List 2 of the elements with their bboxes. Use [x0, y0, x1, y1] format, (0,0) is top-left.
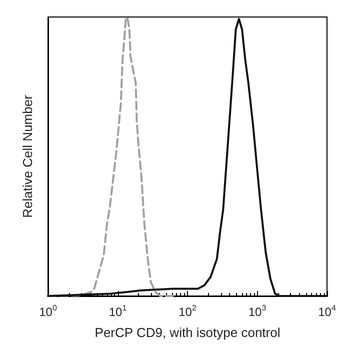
y-axis-title: Relative Cell Number	[20, 94, 35, 218]
x-axis-title: PerCP CD9, with isotype control	[94, 325, 280, 340]
